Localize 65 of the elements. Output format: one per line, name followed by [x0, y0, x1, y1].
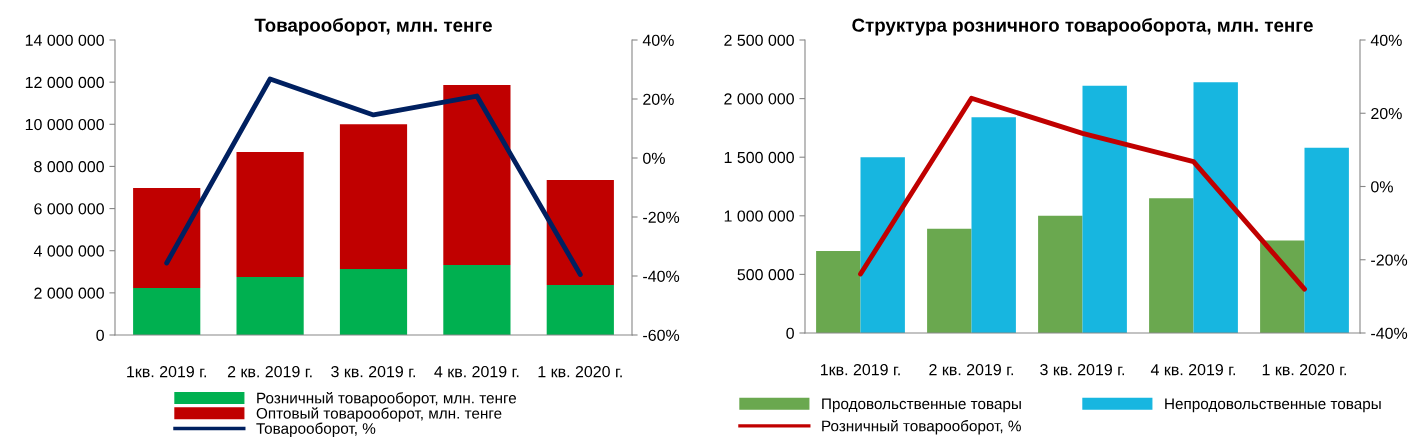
bar [816, 250, 861, 333]
x-tick-label: 1кв. 2019 г. [820, 363, 900, 376]
bar [339, 124, 408, 270]
x-tick-label: 4 кв. 2019 г. [434, 365, 519, 378]
y-tick-label: 6 000 000 [34, 203, 104, 215]
x-tick-label: 2 кв. 2019 г. [227, 365, 312, 378]
legend-label: Непродовольственные товары [1165, 398, 1381, 413]
y2-tick-label: -40% [643, 270, 680, 282]
x-tick-label: 3 кв. 2019 г. [331, 365, 416, 378]
y-tick-label: 10 000 000 [25, 118, 104, 131]
y2-tick-label: 20% [1371, 107, 1402, 120]
x-tick-label: 1 кв. 2020 г. [538, 365, 622, 378]
y-tick-label: 500 000 [737, 269, 794, 281]
y-tick-label: 2 500 000 [724, 34, 794, 46]
bar [546, 179, 614, 286]
y-tick-label: 1 500 000 [724, 151, 794, 164]
bar [1304, 147, 1349, 333]
y-tick-label: 14 000 000 [25, 34, 104, 46]
bar [546, 285, 614, 335]
y2-tick-label: 0% [1371, 181, 1393, 193]
line-series [164, 76, 583, 277]
y-tick-label: 4 000 000 [33, 245, 104, 257]
x-tick-label: 2 кв. 2019 г. [929, 363, 1014, 376]
y2-tick-label: -60% [643, 329, 680, 341]
bar [339, 269, 408, 335]
legend-label: Розничный товарооборот, % [822, 419, 1021, 435]
y2-tick-label: -20% [1371, 254, 1408, 266]
legend-label: Продовольственные товары [822, 398, 1021, 413]
bar [971, 117, 1016, 333]
bar [1082, 85, 1127, 333]
bar [443, 265, 511, 335]
bar [1038, 215, 1083, 333]
bar [1260, 240, 1305, 333]
bar [860, 157, 905, 333]
legend-label: Товарооборот, % [256, 422, 376, 437]
y-tick-label: 2 000 000 [724, 93, 794, 105]
x-tick-label: 3 кв. 2019 г. [1040, 363, 1125, 376]
y2-tick-label: -20% [643, 211, 680, 223]
bar [133, 288, 201, 335]
line-series [858, 95, 1307, 292]
y2-tick-label: 0% [643, 152, 665, 164]
y-tick-label: 0 [786, 327, 794, 339]
bar [133, 187, 201, 289]
legend-label: Оптовый товарооборот, млн. тенге [256, 407, 502, 422]
legend-label: Розничный товарооборот, млн. тенге [257, 392, 517, 407]
x-tick-label: 1кв. 2019 г. [127, 365, 206, 378]
bar [443, 85, 511, 266]
y-tick-label: 2 000 000 [34, 287, 104, 299]
y-tick-label: 8 000 000 [34, 161, 104, 173]
bar [1193, 82, 1238, 333]
bar [236, 152, 304, 278]
y-tick-label: 1 000 000 [724, 210, 794, 222]
y-tick-label: 0 [96, 329, 104, 341]
bar [927, 228, 972, 333]
x-tick-label: 1 кв. 2020 г. [1262, 363, 1347, 376]
bar [236, 277, 304, 335]
chart-title: Структура розничного товарооборота, млн. тенге [852, 17, 1313, 36]
x-tick-label: 4 кв. 2019 г. [1150, 363, 1236, 376]
y2-tick-label: 40% [1370, 34, 1402, 46]
bar [1149, 198, 1194, 333]
y-tick-label: 12 000 000 [25, 76, 104, 89]
y2-tick-label: 40% [642, 34, 674, 46]
chart-title: Товарооборот, млн. тенге [254, 17, 492, 36]
y2-tick-label: -40% [1371, 327, 1408, 339]
y2-tick-label: 20% [643, 93, 674, 105]
